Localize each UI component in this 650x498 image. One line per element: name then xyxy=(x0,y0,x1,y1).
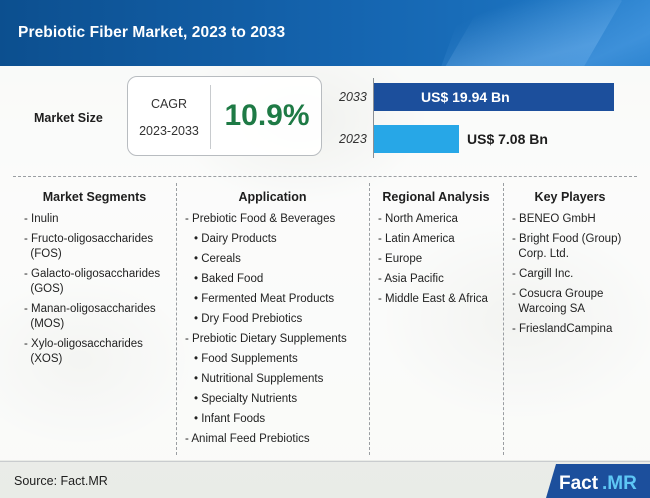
factmr-logo: Fact .MR xyxy=(546,464,650,498)
logo-text-left: Fact xyxy=(559,473,599,494)
list-item: - Animal Feed Prebiotics xyxy=(185,433,310,445)
list-item: • Cereals xyxy=(194,253,241,265)
cagr-divider xyxy=(210,85,211,149)
list-item: Warcoing SA xyxy=(512,303,586,315)
list-item: - North America xyxy=(378,213,458,225)
bar-year-label: 2023 xyxy=(339,132,367,146)
list-item: - Galacto-oligosaccharides xyxy=(24,268,161,280)
background-overlay xyxy=(0,45,650,460)
column-divider xyxy=(503,183,504,455)
list-item: • Dry Food Prebiotics xyxy=(194,313,303,325)
list-item: (MOS) xyxy=(24,318,65,330)
column-heading-regional-analysis: Regional Analysis xyxy=(382,190,490,204)
cagr-value: 10.9% xyxy=(224,99,310,132)
list-item: • Infant Foods xyxy=(194,413,266,425)
header-banner: Prebiotic Fiber Market, 2023 to 2033 xyxy=(0,0,650,66)
list-item: • Dairy Products xyxy=(194,233,277,245)
bar-axis xyxy=(373,78,374,158)
cagr-box: CAGR 2023-2033 10.9% xyxy=(127,76,322,156)
list-item: Corp. Ltd. xyxy=(512,248,569,260)
list-item: - Prebiotic Dietary Supplements xyxy=(185,333,347,345)
key-players-list: - BENEO GmbH - Bright Food (Group) Corp. … xyxy=(512,212,640,337)
list-item: - Fructo-oligosaccharides xyxy=(24,233,154,245)
logo-background xyxy=(546,464,650,498)
bar-value-label: US$ 7.08 Bn xyxy=(467,131,548,147)
list-item: (GOS) xyxy=(24,283,64,295)
bar-value-label: US$ 19.94 Bn xyxy=(421,89,510,105)
list-item: • Specialty Nutrients xyxy=(194,393,298,405)
list-item: - Manan-oligosaccharides xyxy=(24,303,156,315)
section-divider xyxy=(13,176,637,177)
list-item: - Prebiotic Food & Beverages xyxy=(185,213,336,225)
list-item: (XOS) xyxy=(24,353,63,365)
column-heading-application: Application xyxy=(238,190,307,204)
footer-divider xyxy=(0,461,650,462)
list-item: - Cosucra Groupe xyxy=(512,288,604,300)
application-list: - Prebiotic Food & Beverages • Dairy Prod… xyxy=(185,212,367,447)
list-item: - Europe xyxy=(378,253,423,265)
list-item: - Latin America xyxy=(378,233,455,245)
list-item: - BENEO GmbH xyxy=(512,213,596,225)
column-divider xyxy=(176,183,177,455)
list-item: - Cargill Inc. xyxy=(512,268,574,280)
source-text: Source: Fact.MR xyxy=(14,474,108,488)
list-item: - Asia Pacific xyxy=(378,273,444,285)
bar-year-label: 2033 xyxy=(339,90,367,104)
list-item: - Middle East & Africa xyxy=(378,293,488,305)
list-item: - Bright Food (Group) xyxy=(512,233,622,245)
market-size-label: Market Size xyxy=(34,111,103,125)
page-title: Prebiotic Fiber Market, 2023 to 2033 xyxy=(18,24,286,41)
list-item: - Inulin xyxy=(24,213,59,225)
regional-analysis-list: - North America - Latin America - Europe - … xyxy=(378,212,502,307)
list-item: • Baked Food xyxy=(194,273,264,285)
market-segments-list: - Inulin - Fructo-oligosaccharides (FOS) -… xyxy=(24,212,174,367)
logo-text-right: .MR xyxy=(602,473,637,494)
list-item: • Nutritional Supplements xyxy=(194,373,324,385)
column-divider xyxy=(369,183,370,455)
column-heading-key-players: Key Players xyxy=(534,190,606,204)
bar-2023 xyxy=(374,125,459,153)
list-item: (FOS) xyxy=(24,248,62,260)
bar-2033 xyxy=(374,83,614,111)
list-item: - Xylo-oligosaccharides xyxy=(24,338,143,350)
column-heading-market-segments: Market Segments xyxy=(42,190,147,204)
cagr-period: 2023-2033 xyxy=(139,124,199,138)
cagr-label: CAGR xyxy=(150,97,188,111)
list-item: - FrieslandCampina xyxy=(512,323,613,335)
list-item: • Food Supplements xyxy=(194,353,298,365)
list-item: • Fermented Meat Products xyxy=(194,293,335,305)
